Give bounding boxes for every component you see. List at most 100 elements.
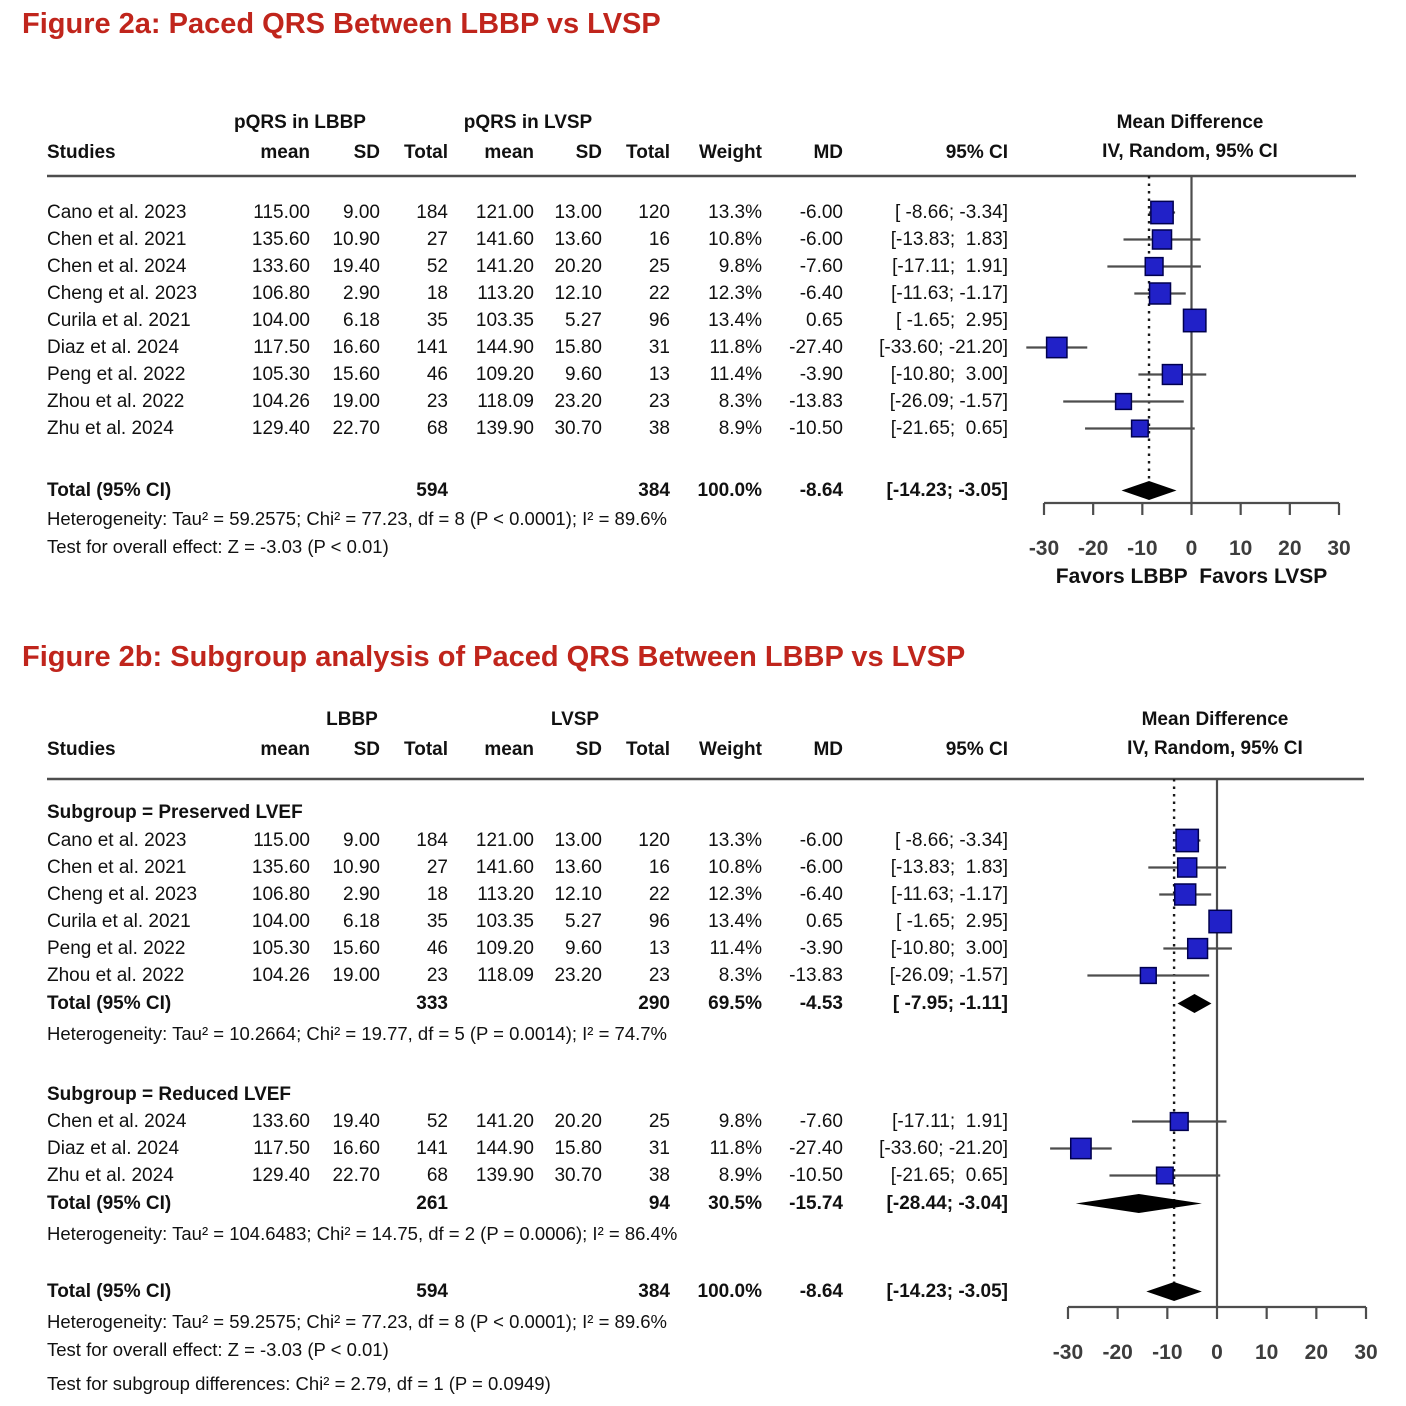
fig2b-column-header-col0: Studies bbox=[47, 739, 116, 760]
fig2a-column-header-col3: Total bbox=[404, 142, 448, 163]
fig2a-total-row: Total (95% CI) 594 384 100.0% -8.64 [-14.23; … bbox=[47, 477, 1008, 504]
axis-tick-label: -30 bbox=[1053, 1341, 1083, 1364]
fig2b-sub1-study-row-col9: [ -8.66; -3.34] bbox=[894, 830, 1008, 851]
fig2b-sub1-total-row-col0: Total (95% CI) bbox=[47, 993, 172, 1014]
fig2b-sub2-study-row: Zhu et al. 2024 129.40 22.70 68 139.90 30.70 3… bbox=[47, 1162, 1008, 1189]
fig2a-study-row-col2: 22.70 bbox=[332, 418, 380, 439]
effect-square bbox=[1069, 1137, 1092, 1160]
fig2b-sub1-study-row-col0: Peng et al. 2022 bbox=[47, 938, 186, 959]
fig2a-study-row: Curila et al. 2021 104.00 6.18 35 103.35 5.27… bbox=[47, 307, 1008, 334]
fig2a-study-row-col7: 8.3% bbox=[718, 391, 762, 412]
fig2a-study-row-col1: 104.26 bbox=[251, 391, 310, 412]
fig2a-study-row-col9: [-10.80; 3.00] bbox=[890, 364, 1008, 385]
fig2b-sub2-study-row-col3: 141 bbox=[416, 1138, 448, 1159]
fig2b-sub2-study-row-col0: Chen et al. 2024 bbox=[47, 1111, 187, 1132]
fig2b-sub1-study-row-col0: Curila et al. 2021 bbox=[47, 911, 191, 932]
fig2b-column-header-col1: mean bbox=[260, 739, 310, 760]
fig2b-sub1-study-row-col8: -13.83 bbox=[789, 965, 843, 986]
axis-tick-label: -20 bbox=[1078, 537, 1108, 560]
fig2b-sub2-total-row-col8: -15.74 bbox=[789, 1193, 843, 1214]
fig2a-study-row-col5: 12.10 bbox=[554, 283, 602, 304]
effect-square bbox=[1186, 937, 1209, 960]
fig2a-study-row-col5: 13.60 bbox=[554, 229, 602, 250]
fig2b-sub2-study-row-col9: [-17.11; 1.91] bbox=[892, 1111, 1008, 1132]
fig2a-study-row-col9: [ -8.66; -3.34] bbox=[894, 202, 1008, 223]
fig2a-study-row-col6: 23 bbox=[648, 391, 670, 412]
fig2b-sub2-study-row-col7: 11.8% bbox=[709, 1138, 762, 1159]
fig2a-study-row: Cano et al. 2023 115.00 9.00 184 121.00 13.00… bbox=[47, 199, 1008, 226]
fig2b-sub1-study-row-col1: 106.80 bbox=[251, 884, 310, 905]
pooled-diamond bbox=[1075, 1194, 1202, 1213]
fig2b-sub1-study-row-col4: 103.35 bbox=[475, 911, 534, 932]
fig2b-sub1-study-row-col8: 0.65 bbox=[806, 911, 843, 932]
fig2a-study-row-col1: 135.60 bbox=[251, 229, 310, 250]
fig2b-sub1-study-row-col4: 118.09 bbox=[477, 965, 534, 986]
axis-tick-label: 10 bbox=[1255, 1341, 1278, 1364]
fig2a-column-header-col4: mean bbox=[484, 142, 534, 163]
fig2a-study-row-col1: 105.30 bbox=[251, 364, 310, 385]
fig2a-study-row-col8: -7.60 bbox=[799, 256, 843, 277]
fig2b-sub1-study-row: Curila et al. 2021 104.00 6.18 35 103.35 5.27… bbox=[47, 908, 1008, 935]
fig2a-study-row-col6: 22 bbox=[648, 283, 670, 304]
fig2b-sub1-study-row-col8: -6.40 bbox=[799, 884, 843, 905]
fig2b-sub1-study-row: Zhou et al. 2022 104.26 19.00 23 118.09 23.20… bbox=[47, 962, 1008, 989]
fig2b-sub2-total-row-col9: [-28.44; -3.04] bbox=[886, 1193, 1008, 1214]
fig2b-sub1-study-row-col5: 12.10 bbox=[554, 884, 602, 905]
fig2b-sub2-study-row-col2: 22.70 bbox=[332, 1165, 380, 1186]
fig2a-study-row-col2: 15.60 bbox=[332, 364, 380, 385]
fig2a-total-row-col8: -8.64 bbox=[799, 480, 843, 501]
axis-tick-label: 10 bbox=[1229, 537, 1252, 560]
fig2b-sub2-study-row-col0: Zhu et al. 2024 bbox=[47, 1165, 174, 1186]
fig2b-sub2-study-row-col2: 16.60 bbox=[332, 1138, 380, 1159]
fig2a-study-row-col6: 96 bbox=[648, 310, 670, 331]
fig2a-study-row-col4: 118.09 bbox=[477, 391, 534, 412]
fig2a-study-row-col8: -3.90 bbox=[799, 364, 843, 385]
fig2b-sub1-study-row-col8: -3.90 bbox=[799, 938, 843, 959]
fig2a-study-row-col1: 133.60 bbox=[251, 256, 310, 277]
favors-left-label: Favors LBBP bbox=[1056, 565, 1188, 588]
axis-tick-label: 20 bbox=[1278, 537, 1301, 560]
fig2a-study-row-col5: 9.60 bbox=[565, 364, 602, 385]
fig2a-effect-header-line1: Mean Difference bbox=[1116, 112, 1264, 133]
fig2b-sub1-study-row-col7: 13.4% bbox=[708, 911, 762, 932]
fig2b-sub1-total-row: Total (95% CI) 333 290 69.5% -4.53 [ -7.95; -… bbox=[47, 990, 1008, 1017]
fig2a-study-row-col4: 141.60 bbox=[475, 229, 534, 250]
fig2b-overall-total-row-col0: Total (95% CI) bbox=[47, 1281, 172, 1302]
fig2b-sub2-study-row-col7: 8.9% bbox=[718, 1165, 762, 1186]
fig2a-study-row-col4: 109.20 bbox=[475, 364, 534, 385]
fig2b-sub1-study-row-col7: 12.3% bbox=[708, 884, 762, 905]
fig2a-study-row: Zhu et al. 2024 129.40 22.70 68 139.90 30.70 3… bbox=[47, 415, 1008, 442]
fig2a-study-row-col8: -10.50 bbox=[789, 418, 843, 439]
fig2a-column-header-col1: mean bbox=[260, 142, 310, 163]
fig2b-sub1-study-row-col6: 23 bbox=[648, 965, 670, 986]
fig2a-column-header-col0: Studies bbox=[47, 142, 116, 163]
fig2b-sub1-study-row-col0: Cheng et al. 2023 bbox=[47, 884, 198, 905]
fig2b-sub2-study-row-col7: 9.8% bbox=[718, 1111, 762, 1132]
axis-tick-label: -10 bbox=[1152, 1341, 1182, 1364]
fig2b-sub2-study-row-col4: 139.90 bbox=[475, 1165, 534, 1186]
fig2a-study-row-col5: 20.20 bbox=[554, 256, 602, 277]
fig2a-study-row-col3: 184 bbox=[416, 202, 448, 223]
fig2b-sub1-study-row-col9: [-10.80; 3.00] bbox=[890, 938, 1008, 959]
fig2a-study-row-col5: 30.70 bbox=[554, 418, 602, 439]
fig2a-study-row-col6: 38 bbox=[648, 418, 670, 439]
fig2b-group-header-lvsp: LVSP bbox=[550, 709, 600, 730]
fig2b-heterogeneity-line: Heterogeneity: Tau² = 59.2575; Chi² = 77… bbox=[47, 1311, 667, 1332]
fig2a-study-row-col4: 144.90 bbox=[475, 337, 534, 358]
fig2a-study-row-col5: 13.00 bbox=[554, 202, 602, 223]
fig2a-study-row-col4: 141.20 bbox=[475, 256, 534, 277]
effect-square bbox=[1144, 256, 1164, 277]
fig2b-sub2-study-row-col9: [-21.65; 0.65] bbox=[890, 1165, 1008, 1186]
fig2b-sub1-study-row-col2: 2.90 bbox=[343, 884, 380, 905]
fig2a-study-row-col7: 9.8% bbox=[718, 256, 762, 277]
effect-square bbox=[1176, 857, 1198, 878]
fig2b-sub1-study-row-col1: 105.30 bbox=[251, 938, 310, 959]
axis-tick-label: 30 bbox=[1354, 1341, 1377, 1364]
fig2b-overall-total-row-col3: 594 bbox=[416, 1281, 448, 1302]
fig2a-study-row-col6: 31 bbox=[648, 337, 670, 358]
fig2b-group-header-lbbp: LBBP bbox=[326, 709, 378, 730]
axis-tick-label: -10 bbox=[1127, 537, 1157, 560]
fig2b-sub1-study-row-col9: [-11.63; -1.17] bbox=[891, 884, 1008, 905]
fig2b-sub1-study-row-col7: 10.8% bbox=[708, 857, 762, 878]
fig2b-overall-effect-line: Test for overall effect: Z = -3.03 (P < … bbox=[47, 1339, 389, 1360]
